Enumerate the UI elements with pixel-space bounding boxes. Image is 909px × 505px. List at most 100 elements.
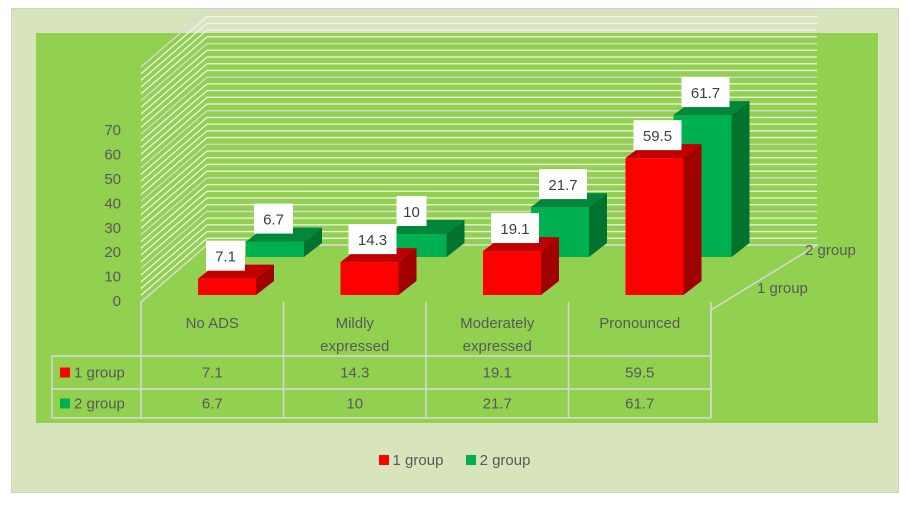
side-wall-gridline <box>140 217 208 276</box>
side-wall-gridline <box>140 197 208 256</box>
y-tick-label: 50 <box>104 171 121 188</box>
legend-swatch-1-group <box>378 455 389 465</box>
side-wall-gridline <box>140 9 208 68</box>
side-wall-gridline <box>140 63 208 122</box>
data-label: 7.1 <box>215 249 236 266</box>
bar-2-group-3-side <box>731 101 750 257</box>
bar-2-group-2-side <box>589 193 607 257</box>
bar-2-group-0-side <box>304 227 322 257</box>
data-label: 21.7 <box>548 177 577 194</box>
y-tick-label: 40 <box>104 195 121 212</box>
side-wall-gridline <box>140 143 208 202</box>
bar-1-group-3-front <box>625 158 684 295</box>
data-label-box <box>206 240 245 271</box>
bar-1-group-2-side <box>541 237 559 295</box>
y-tick-label: 0 <box>113 293 121 310</box>
side-wall-gridline <box>140 56 208 115</box>
data-label: 19.1 <box>500 221 529 238</box>
side-wall-gridline <box>140 150 208 209</box>
data-label-box <box>491 213 539 244</box>
table-cell: 59.5 <box>625 365 654 382</box>
bar-1-group-3-side <box>683 144 702 295</box>
depth-axis-labels: 2 group 1 group <box>757 242 856 297</box>
data-label-box <box>681 77 730 108</box>
side-wall-gridline <box>140 204 208 263</box>
side-wall-gridline <box>140 29 208 88</box>
side-wall-gridline <box>140 116 208 175</box>
side-wall-gridline <box>140 83 208 142</box>
bar-1-group-1-side <box>398 248 417 295</box>
side-wall-gridline <box>140 224 208 283</box>
y-tick-label: 60 <box>104 147 121 164</box>
data-label-box <box>348 224 397 255</box>
data-label-box <box>633 120 682 151</box>
data-label: 61.7 <box>691 85 720 102</box>
side-wall-gridline <box>140 137 208 196</box>
depth-label-1-group: 1 group <box>757 280 808 297</box>
bar-2-group-1-side <box>446 220 465 257</box>
side-wall-gridline <box>140 76 208 135</box>
legend: 1 group 2 group <box>0 452 909 469</box>
y-tick-label: 20 <box>104 244 121 261</box>
side-wall-gridline <box>140 96 208 155</box>
side-wall-gridline <box>140 90 208 149</box>
legend-swatch-2-group <box>465 455 476 465</box>
table-series-label: 1 group <box>74 365 125 382</box>
y-axis-ticks: 0 10 20 30 40 50 60 70 <box>104 122 121 310</box>
bar-1-group-1-front <box>340 262 399 295</box>
data-label: 10 <box>403 204 420 221</box>
side-wall-gridline <box>140 184 208 243</box>
side-wall-gridline <box>140 36 208 95</box>
side-wall-gridline <box>140 22 208 81</box>
table-cell: 6.7 <box>202 396 223 413</box>
bar-2-group-0-front <box>246 241 304 257</box>
table-cell: 21.7 <box>483 396 512 413</box>
side-wall-gridline <box>140 103 208 162</box>
side-wall-gridline <box>140 157 208 216</box>
table-cell: 61.7 <box>625 396 654 413</box>
depth-label-2-group: 2 group <box>805 242 856 259</box>
data-labels-group: 6.7 10 21.7 61.7 7.1 14.3 19.1 59.5 <box>206 77 730 271</box>
legend-label: 2 group <box>479 452 531 469</box>
side-wall-gridline <box>140 170 208 229</box>
side-wall-gridline <box>140 190 208 249</box>
data-table: No ADS Mildly expressed Moderately expressed… <box>51 302 712 419</box>
side-wall-gridline <box>140 16 208 75</box>
data-label: 59.5 <box>643 128 672 145</box>
data-label-box <box>539 169 587 200</box>
y-tick-label: 10 <box>104 269 121 286</box>
y-tick-label: 30 <box>104 220 121 237</box>
side-wall-gridline <box>140 177 208 236</box>
table-legend-key <box>60 398 70 409</box>
bar-1-group-2-front <box>483 251 541 295</box>
table-series-label: 2 group <box>74 396 125 413</box>
side-wall-gridline <box>140 163 208 222</box>
legend-entry-2-group: 2 group <box>465 452 531 469</box>
data-label: 14.3 <box>358 232 387 249</box>
table-category-header: Pronounced <box>599 315 680 332</box>
table-category-header: Mildly <box>336 315 375 332</box>
table-category-header: expressed <box>463 338 532 355</box>
table-cell: 10 <box>346 396 363 413</box>
legend-label: 1 group <box>392 452 444 469</box>
data-label: 6.7 <box>263 212 284 229</box>
side-wall-gridline <box>140 110 208 169</box>
table-legend-key <box>60 367 70 378</box>
side-wall-gridline <box>140 49 208 108</box>
side-wall-gridline <box>140 43 208 102</box>
table-cell: 14.3 <box>340 365 369 382</box>
side-wall-gridline <box>140 210 208 269</box>
bar-1-group-0-front <box>198 278 256 295</box>
bar-1-group-0-side <box>256 264 274 295</box>
table-category-header: expressed <box>320 338 389 355</box>
side-wall-gridline <box>140 237 208 296</box>
side-wall-gridline <box>140 69 208 128</box>
side-wall-gridline <box>140 231 208 290</box>
side-wall-gridline <box>140 130 208 189</box>
legend-entry-1-group: 1 group <box>378 452 444 469</box>
table-category-header: Moderately <box>460 315 535 332</box>
side-wall-gridline <box>140 123 208 182</box>
data-label-box <box>396 196 427 226</box>
table-cell: 7.1 <box>202 365 223 382</box>
